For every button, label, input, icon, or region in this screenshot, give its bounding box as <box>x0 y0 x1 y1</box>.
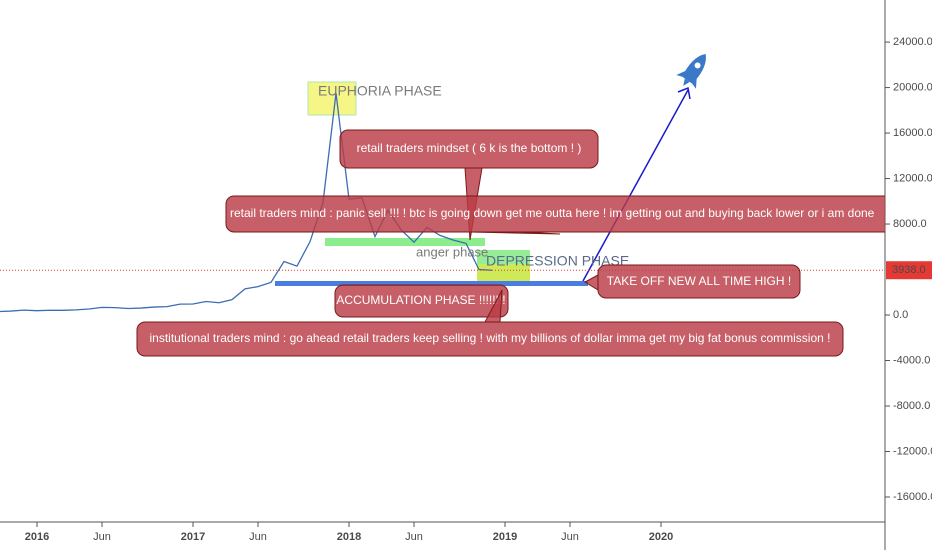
price-line <box>0 93 493 313</box>
callout-text: ACCUMULATION PHASE !!!!!!!! <box>336 293 505 307</box>
y-tick-label: -12000.0 <box>893 445 932 457</box>
last-price-label: 3938.0 <box>892 264 926 276</box>
y-tick-label: -4000.0 <box>893 354 930 366</box>
arrow-head <box>677 86 691 100</box>
x-tick-label: Jun <box>93 531 111 543</box>
y-tick-label: 0.0 <box>893 309 908 321</box>
x-tick-label: Jun <box>405 531 423 543</box>
callout-pointer <box>469 231 561 235</box>
callout-text: retail traders mindset ( 6 k is the bott… <box>357 141 582 155</box>
rocket-icon <box>676 53 706 89</box>
phase-label: anger phase <box>416 244 488 259</box>
x-tick-label: 2019 <box>493 531 517 543</box>
y-tick-label: 12000.0 <box>893 172 932 184</box>
x-tick-label: 2017 <box>181 531 205 543</box>
x-tick-label: 2018 <box>337 531 361 543</box>
y-tick-label: 16000.0 <box>893 127 932 139</box>
phase-label: EUPHORIA PHASE <box>318 83 442 99</box>
depression-box-inner <box>477 264 530 284</box>
phase-label: DEPRESSION PHASE <box>486 253 629 269</box>
y-tick-label: 24000.0 <box>893 36 932 48</box>
euphoria-box <box>307 81 357 116</box>
callout-text: retail traders mind : panic sell !!! ! b… <box>230 206 875 220</box>
y-tick-label: 20000.0 <box>893 81 932 93</box>
y-tick-label: -16000.0 <box>893 491 932 503</box>
y-tick-label: 8000.0 <box>893 218 927 230</box>
callout-box <box>225 195 885 233</box>
x-tick-label: 2020 <box>649 531 673 543</box>
arrow <box>582 89 689 282</box>
y-tick-label: -8000.0 <box>893 400 930 412</box>
anger-zone <box>325 238 485 246</box>
last-price-tag <box>886 261 932 280</box>
callout-pointer <box>484 289 503 323</box>
callout-text: TAKE OFF NEW ALL TIME HIGH ! <box>607 274 791 288</box>
callout-box <box>334 284 509 318</box>
x-tick-label: 2016 <box>25 531 49 543</box>
accumulation-zone <box>275 281 588 286</box>
plot-area: EUPHORIA PHASE retail traders mindset ( 6… <box>0 53 885 357</box>
callout-text: institutional traders mind : go ahead re… <box>150 331 831 345</box>
x-tick-label: Jun <box>561 531 579 543</box>
x-tick-label: Jun <box>249 531 267 543</box>
callout-pointer <box>583 274 599 291</box>
